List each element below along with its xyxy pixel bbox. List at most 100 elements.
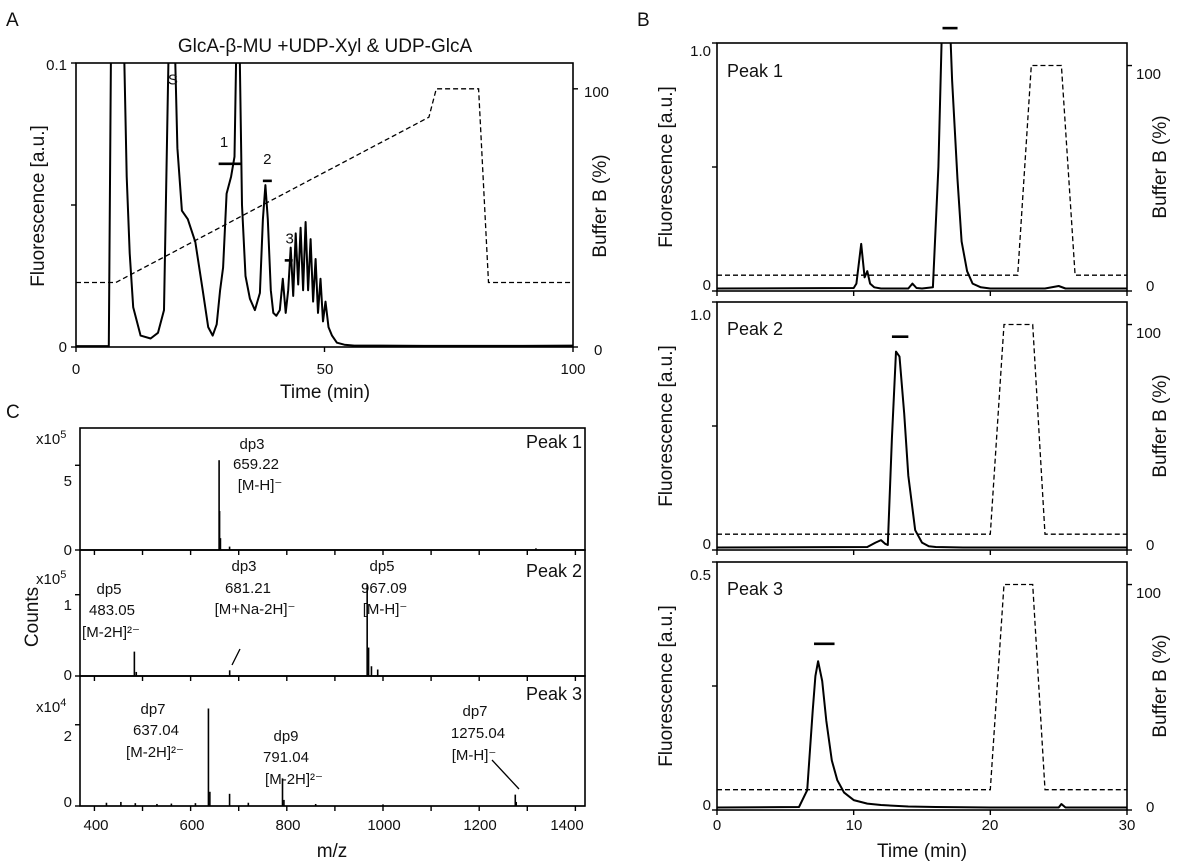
panel-c1-plot-area <box>80 460 585 551</box>
panel-c2-ann2-ion: [M+Na-2H]⁻ <box>215 601 296 618</box>
panel-c2-ann1-ion: [M-2H]²⁻ <box>82 624 140 641</box>
panel-c3-xtick-1200: 1200 <box>463 817 496 834</box>
panel-c2-scale-label: x105 <box>36 569 66 588</box>
panel-a-ytick-top: 0.1 <box>46 57 67 74</box>
panel-a-y2tick-0: 0 <box>594 342 602 359</box>
panel-b2-y2tick-0: 0 <box>1146 537 1154 554</box>
panel-b1-fluorescence-trace <box>717 43 1127 290</box>
panel-c3-xtick-1400: 1400 <box>550 817 583 834</box>
panel-b3-ytick-zero: 0 <box>703 797 711 814</box>
panel-c3-ytick-2: 2 <box>64 728 72 745</box>
panel-c2-tick-marks <box>75 594 577 681</box>
panel-c1-tick-marks <box>75 464 577 555</box>
panel-a-xtick-100: 100 <box>560 361 585 378</box>
panel-c2-ann2-dp: dp3 <box>231 558 256 575</box>
panel-c3-ann3-mz: 1275.04 <box>451 725 505 742</box>
panel-c3-ann3-leader <box>491 759 520 790</box>
panel-b2-y2label: Buffer B (%) <box>1150 374 1171 477</box>
panel-b2-buffer-b-gradient-line <box>717 323 1127 535</box>
panel-c3-tick-marks <box>75 724 577 811</box>
panel-c2-ytick-0: 0 <box>64 667 72 684</box>
panel-b2-ytick-zero: 0 <box>703 536 711 553</box>
panel-b2-fluorescence-trace <box>717 350 1127 549</box>
panel-b3-y2tick-0: 0 <box>1146 799 1154 816</box>
panel-c1-ann-ion: [M-H]⁻ <box>238 477 283 494</box>
panel-b1-ytick-zero: 0 <box>703 277 711 294</box>
panel-c3-ann3-ion: [M-H]⁻ <box>452 747 497 764</box>
panel-c3-xtick-1000: 1000 <box>367 817 400 834</box>
panel-b3-y2tick-100: 100 <box>1136 585 1161 602</box>
panel-a-title: GlcA-β-MU +UDP-Xyl & UDP-GlcA <box>178 36 473 57</box>
panel-b1-plot-area <box>717 26 1127 290</box>
panel-a-y2tick-100: 100 <box>584 84 609 101</box>
panel-b3-frame <box>716 561 1128 811</box>
panel-b3-xtick-10: 10 <box>846 817 863 834</box>
panel-b1-y2tick-100: 100 <box>1136 66 1161 83</box>
panel-c1-frame <box>79 427 586 551</box>
panel-b1-ylabel: Fluorescence [a.u.] <box>656 86 677 248</box>
panel-a-xtick-0: 0 <box>72 361 80 378</box>
panel-b3-xlabel: Time (min) <box>877 841 967 862</box>
panel-c3-xtick-800: 800 <box>275 817 300 834</box>
panel-b3-xtick-20: 20 <box>982 817 999 834</box>
panel-b2-ytick-top: 1.0 <box>690 307 711 324</box>
panel-b3-peak-label: Peak 3 <box>727 579 783 599</box>
panel-a-y2label: Buffer B (%) <box>590 154 611 257</box>
panel-a-peak-annotation-1: 1 <box>220 134 228 151</box>
panel-c2-frame <box>79 549 586 677</box>
panel-b1-peak-label: Peak 1 <box>727 61 783 81</box>
panel-c: C Counts x105 5 0 Peak 1 dp3 659.22 [M-H… <box>6 402 586 862</box>
panel-c3-ann1-dp: dp7 <box>140 701 165 718</box>
panel-c3-xlabel: m/z <box>317 841 348 862</box>
panel-a-buffer-b-gradient-line <box>76 88 573 284</box>
panel-a-xtick-50: 50 <box>317 361 334 378</box>
panel-a-ylabel: Fluorescence [a.u.] <box>28 125 49 287</box>
panel-c3-ann1-ion: [M-2H]²⁻ <box>126 744 184 761</box>
panel-c3-ann2-ion: [M-2H]²⁻ <box>265 771 323 788</box>
panel-c-ylabel: Counts <box>22 587 43 647</box>
panel-b1-y2label: Buffer B (%) <box>1150 115 1171 218</box>
panel-a-ytick-zero: 0 <box>59 339 67 356</box>
panel-b2-plot-area <box>717 323 1127 549</box>
panel-c3-ann2-dp: dp9 <box>273 728 298 745</box>
panel-b1-y2tick-0: 0 <box>1146 278 1154 295</box>
panel-a-peak-annotation-3: 3 <box>286 230 294 247</box>
panel-c2-ann1-mz: 483.05 <box>89 602 135 619</box>
panel-a-peak-annotation-2: 2 <box>263 151 271 168</box>
panel-c2-ann1-dp: dp5 <box>96 581 121 598</box>
panel-c2-plot-area <box>80 584 585 677</box>
panel-b3-buffer-b-gradient-line <box>717 583 1127 791</box>
panel-a-fluorescence-trace <box>76 63 573 347</box>
panel-b2-frame <box>716 301 1128 551</box>
panel-c1-scale-label: x105 <box>36 429 66 448</box>
panel-c1-ytick-5: 5 <box>64 473 72 490</box>
panel-c1-peak-label: Peak 1 <box>526 432 582 452</box>
panel-b3-plot-area <box>717 583 1127 809</box>
panel-c3-ann1-mz: 637.04 <box>133 722 179 739</box>
panel-letter-a: A <box>6 10 19 31</box>
panel-b2-ylabel: Fluorescence [a.u.] <box>656 345 677 507</box>
panel-c3-xtick-400: 400 <box>83 817 108 834</box>
panel-c3-ann2-mz: 791.04 <box>263 749 309 766</box>
panel-c3-ytick-0: 0 <box>64 794 72 811</box>
panel-b3-fluorescence-trace <box>717 660 1127 809</box>
panel-a-xlabel: Time (min) <box>280 382 370 403</box>
panel-b1-ytick-top: 1.0 <box>690 43 711 60</box>
panel-letter-c: C <box>6 402 20 423</box>
panel-b3-y2label: Buffer B (%) <box>1150 634 1171 737</box>
panel-b1-buffer-b-gradient-line <box>717 64 1127 276</box>
panel-a: A GlcA-β-MU +UDP-Xyl & UDP-GlcA 0.1 0 10… <box>6 10 611 403</box>
panel-b2-y2tick-100: 100 <box>1136 325 1161 342</box>
panel-c3-ann3-dp: dp7 <box>462 703 487 720</box>
panel-a-frame <box>75 62 574 348</box>
panel-b2-tick-marks <box>712 301 1132 555</box>
panel-c2-peak-label: Peak 2 <box>526 561 582 581</box>
panel-c1-ytick-0: 0 <box>64 542 72 559</box>
panel-b3-ylabel: Fluorescence [a.u.] <box>656 605 677 767</box>
panel-c2-ann2-mz: 681.21 <box>225 580 271 597</box>
panel-c3-scale-label: x104 <box>36 697 66 716</box>
panel-c2-ann3-ion: [M-H]⁻ <box>363 601 408 618</box>
panel-b3-tick-marks <box>712 561 1132 815</box>
panel-c1-ann-dp: dp3 <box>239 436 264 453</box>
